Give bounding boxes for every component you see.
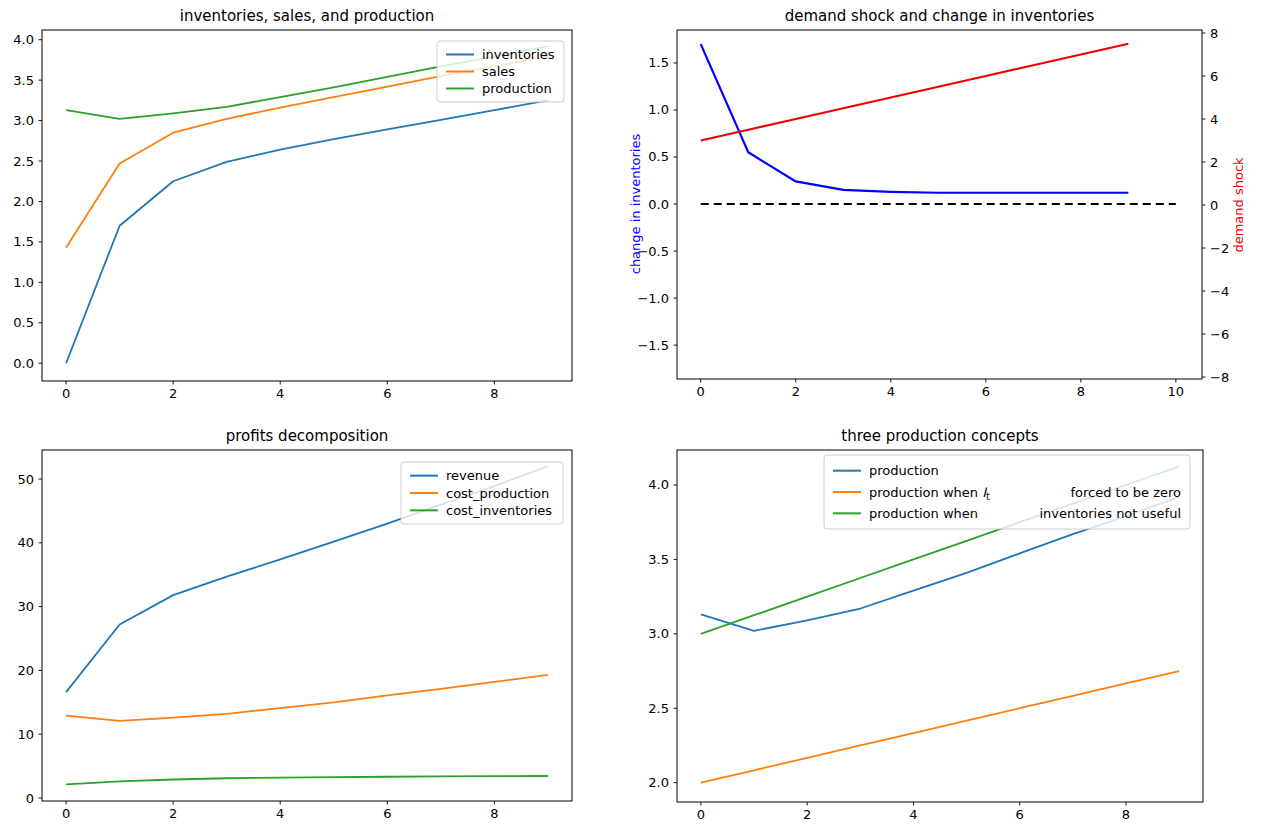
subplot-profits-decomposition: 0 2 4 6 8 0 10 20 30 40 50 profits decomposition rev…	[0, 417, 632, 834]
x-tick-label: 4	[909, 807, 917, 822]
y-tick-label: 4.0	[648, 477, 669, 492]
x-tick-label: 0	[62, 806, 70, 821]
subplot-demand-shock-change-in-inventories: 0246810−1.5−1.0−0.50.00.51.01.5−8−6−4−20…	[632, 0, 1264, 417]
x-tick-label: 0	[697, 807, 705, 822]
y-tick-label: 0.5	[13, 315, 34, 330]
series-line-inventories	[66, 100, 548, 363]
subplot-three-production-concepts: 0 2 4 6 8 2.0 2.5 3.0 3.5 4.0 three production con…	[632, 417, 1264, 834]
y-axis-label-left: change in inventories	[628, 134, 643, 275]
matplotlib-figure: 0 2 4 6 8 0.0 0.5 1.0 1.5 2.0 2.5 3.0 3.5 4.0 inventor…	[0, 0, 1264, 834]
y-tick-label: 10	[17, 727, 34, 742]
legend-label: inventories	[482, 47, 555, 62]
chart-inventories-sales-production: 0 2 4 6 8 0.0 0.5 1.0 1.5 2.0 2.5 3.0 3.5 4.0 inventor…	[0, 0, 632, 417]
x-tick-label: 6	[383, 806, 391, 821]
x-tick-label: 4	[276, 806, 284, 821]
y-tick-label: 2.5	[13, 154, 34, 169]
legend-label: production when It​	[869, 485, 990, 502]
y-tick-label: 0	[26, 791, 34, 806]
x-tick-label: 2	[169, 806, 177, 821]
legend: production production when It​ forced to b…	[824, 455, 1190, 529]
x-tick-label: 2	[792, 384, 800, 399]
legend-label: production when	[869, 506, 978, 521]
series-line-production-when-i-t-forced-to-be-zero	[701, 671, 1179, 783]
y-tick-label: 40	[17, 535, 34, 550]
legend-label-right: inventories not useful	[1039, 506, 1181, 521]
y-tick-label: 1.5	[648, 55, 669, 70]
series-line-cost-production	[66, 675, 548, 721]
x-tick-label: 8	[490, 806, 498, 821]
x-tick-label: 8	[490, 386, 498, 401]
chart-title: inventories, sales, and production	[180, 7, 435, 25]
chart-title: three production concepts	[841, 427, 1039, 445]
y2-tick-label: 0	[1210, 198, 1218, 213]
x-tick-label: 0	[62, 386, 70, 401]
legend-label: cost_production	[446, 486, 549, 501]
x-tick-label: 6	[383, 386, 391, 401]
y-tick-label: 3.5	[13, 73, 34, 88]
x-tick-label: 10	[1168, 384, 1185, 399]
x-tick-label: 6	[982, 384, 990, 399]
y-tick-label: 1.0	[13, 275, 34, 290]
y-tick-label: 0.0	[648, 197, 669, 212]
axis-ticks: 0246810−1.5−1.0−0.50.00.51.01.5−8−6−4−20…	[637, 26, 1229, 399]
y-tick-label: −1.0	[637, 291, 669, 306]
y-tick-label: 0.5	[648, 149, 669, 164]
y-tick-label: 20	[17, 663, 34, 678]
y-tick-label: 0.0	[13, 356, 34, 371]
legend-label-right: forced to be zero	[1070, 485, 1181, 500]
legend: inventories sales production	[437, 41, 564, 102]
legend: revenue cost_production cost_inventories	[401, 462, 563, 524]
y-tick-label: 4.0	[13, 32, 34, 47]
y2-tick-label: 2	[1210, 155, 1218, 170]
legend-label: production	[482, 81, 552, 96]
x-tick-label: 2	[169, 386, 177, 401]
x-tick-label: 4	[276, 386, 284, 401]
chart-title: demand shock and change in inventories	[785, 7, 1095, 25]
y-tick-label: 50	[17, 472, 34, 487]
y2-tick-label: −2	[1210, 241, 1229, 256]
y2-tick-label: −8	[1210, 370, 1229, 385]
y2-tick-label: −6	[1210, 327, 1229, 342]
y-tick-label: 3.0	[648, 626, 669, 641]
y2-tick-label: 6	[1210, 69, 1218, 84]
y-tick-label: 2.5	[648, 701, 669, 716]
y-tick-label: −1.5	[637, 338, 669, 353]
y-tick-label: 3.0	[13, 113, 34, 128]
series-line-demand-shock	[701, 44, 1129, 141]
chart-profits-decomposition: 0 2 4 6 8 0 10 20 30 40 50 profits decomposition rev…	[0, 417, 632, 834]
y-tick-label: 2.0	[13, 194, 34, 209]
legend-label: sales	[482, 64, 515, 79]
y2-tick-label: 4	[1210, 112, 1218, 127]
x-tick-label: 8	[1077, 384, 1085, 399]
x-tick-label: 6	[1016, 807, 1024, 822]
series-line-cost-inventories	[66, 776, 548, 784]
y-axis-label-right: demand shock	[1231, 157, 1246, 253]
y-tick-label: 1.0	[648, 102, 669, 117]
x-tick-label: 4	[887, 384, 895, 399]
legend-label: production	[869, 463, 939, 478]
series-line-change-in-inventories	[701, 44, 1129, 193]
y-tick-label: 3.5	[648, 552, 669, 567]
legend-label: revenue	[446, 468, 499, 483]
chart-three-production-concepts: 0 2 4 6 8 2.0 2.5 3.0 3.5 4.0 three production con…	[632, 417, 1264, 834]
x-tick-label: 8	[1122, 807, 1130, 822]
y2-tick-label: 8	[1210, 26, 1218, 41]
chart-title: profits decomposition	[226, 427, 389, 445]
y-tick-label: 1.5	[13, 234, 34, 249]
chart-demand-shock-change-in-inventories: 0246810−1.5−1.0−0.50.00.51.01.5−8−6−4−20…	[632, 0, 1264, 417]
y-tick-label: 2.0	[648, 775, 669, 790]
legend-label: cost_inventories	[446, 503, 552, 518]
y2-tick-label: −4	[1210, 284, 1229, 299]
y-tick-label: 30	[17, 599, 34, 614]
plot-series	[701, 44, 1176, 204]
x-tick-label: 0	[697, 384, 705, 399]
subplot-inventories-sales-production: 0 2 4 6 8 0.0 0.5 1.0 1.5 2.0 2.5 3.0 3.5 4.0 inventor…	[0, 0, 632, 417]
x-tick-label: 2	[803, 807, 811, 822]
